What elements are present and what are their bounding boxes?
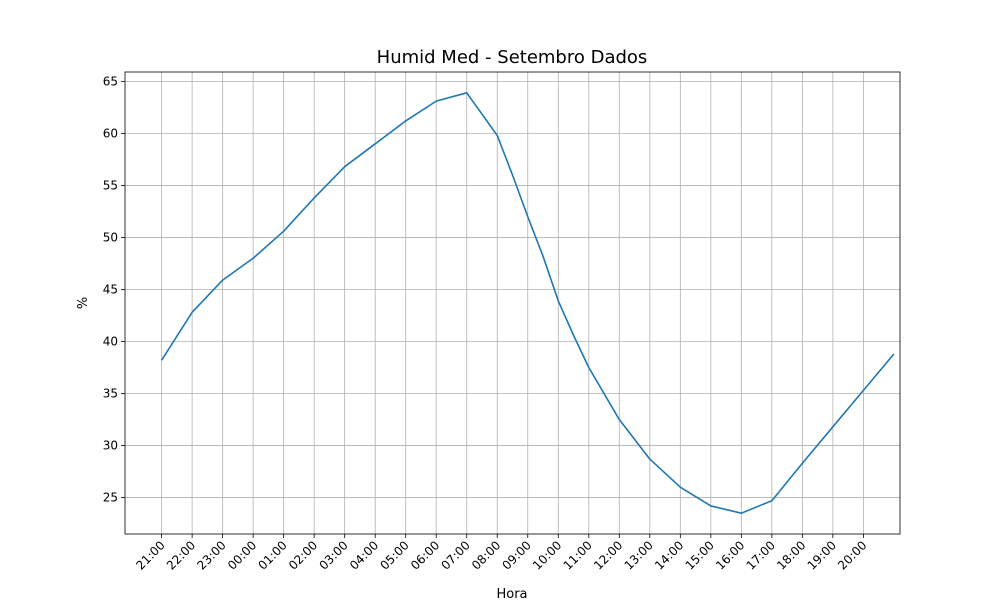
y-tick-label: 45 [103,282,118,296]
x-axis-title: Hora [496,587,527,600]
x-tick-label: 03:00 [316,538,350,572]
x-tick-label: 12:00 [591,538,625,572]
chart-title: Humid Med - Setembro Dados [377,47,648,68]
y-axis-title: % [76,297,91,309]
y-tick-label: 60 [103,126,118,140]
x-tick-label: 18:00 [774,538,808,572]
x-tick-label: 05:00 [377,538,411,572]
x-tick-label: 06:00 [408,538,442,572]
x-tick-label: 04:00 [347,538,381,572]
x-tick-label: 11:00 [561,538,595,572]
x-tick-label: 19:00 [805,538,839,572]
x-tick-label: 13:00 [622,538,656,572]
x-tick-label: 21:00 [133,538,167,572]
series-layer [160,92,895,514]
x-tick-label: 15:00 [683,538,717,572]
y-tick-label: 50 [103,230,118,244]
x-tick-label: 17:00 [744,538,778,572]
y-tick-label: 65 [103,74,118,88]
x-tick-label: 00:00 [225,538,259,572]
y-tick-label: 35 [103,387,118,401]
x-tick-label: 14:00 [652,538,686,572]
x-tick-label: 23:00 [194,538,228,572]
x-tick-label: 09:00 [500,538,534,572]
x-tick-label: 16:00 [713,538,747,572]
y-tick-label: 30 [103,439,118,453]
x-tick-label: 02:00 [286,538,320,572]
y-axis: 25 30 35 40 45 50 55 60 65 [103,74,125,505]
x-tick-label: 10:00 [530,538,564,572]
y-tick-label: 40 [103,335,118,349]
x-tick-label: 07:00 [438,538,472,572]
x-tick-label: 08:00 [469,538,503,572]
x-tick-label: 22:00 [164,538,198,572]
plot-area-frame [124,71,901,535]
y-tick-label: 25 [103,491,118,505]
y-tick-label: 55 [103,178,118,192]
grid [125,72,900,534]
series-line [160,92,895,514]
x-tick-label: 20:00 [835,538,869,572]
x-axis: 21:0022:0023:0000:0001:0002:0003:0004:00… [133,534,870,573]
x-tick-label: 01:00 [255,538,289,572]
